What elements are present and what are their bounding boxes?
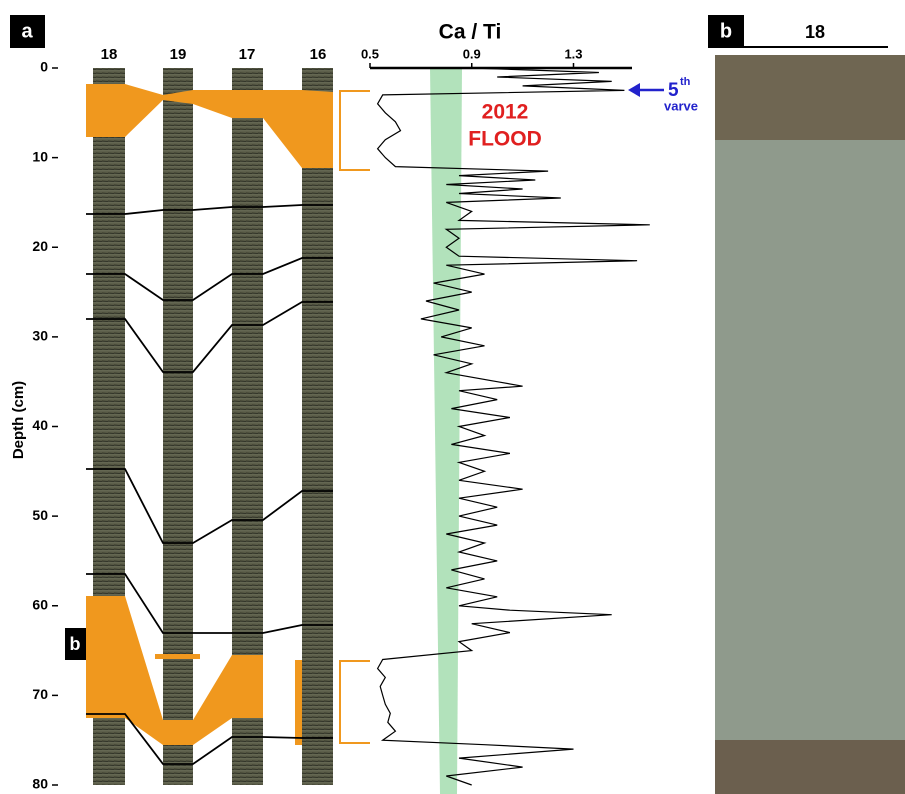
core-label: 18 (101, 46, 118, 63)
y-tick-label: 50 (32, 507, 48, 523)
panel-box (65, 628, 86, 660)
correlation-lines (86, 204, 333, 765)
y-tick-label: 30 (32, 328, 48, 344)
y-tick-label: 80 (32, 776, 48, 792)
flood-brackets (339, 90, 370, 744)
y-tick-label: 20 (32, 238, 48, 254)
panel-box (10, 15, 45, 48)
y-axis-label: Depth (cm) (10, 381, 27, 459)
x-tick-label: 1.3 (564, 46, 582, 61)
panel-label: b (720, 20, 732, 42)
core-label: 17 (239, 46, 256, 63)
y-tick-label: 70 (32, 686, 48, 702)
y-tick-label: 40 (32, 417, 48, 433)
annotation: 5 (668, 80, 679, 101)
green-band (430, 68, 462, 794)
x-tick-label: 0.5 (361, 46, 379, 61)
core (163, 68, 193, 785)
core-photo (715, 55, 905, 794)
flood-layers (86, 84, 333, 745)
y-tick-label: 0 (40, 59, 48, 75)
annotation: FLOOD (468, 128, 542, 151)
chart-title: Ca / Ti (439, 21, 502, 44)
ca-ti-line (376, 67, 650, 786)
x-tick-label: 0.9 (463, 46, 481, 61)
annotation: 2012 (482, 101, 529, 124)
panel-label: b (70, 634, 81, 654)
core-label: 18 (805, 22, 825, 42)
laminae (715, 740, 905, 794)
panel-box (708, 15, 744, 48)
annotation: th (680, 76, 691, 88)
laminae (715, 55, 905, 140)
panel-label: a (21, 20, 33, 42)
core-label: 19 (170, 46, 187, 63)
arrowhead (628, 83, 640, 97)
core (302, 68, 333, 785)
core-label: 16 (310, 46, 327, 63)
annotation: varve (664, 98, 698, 113)
y-tick-label: 60 (32, 596, 48, 612)
y-tick-label: 10 (32, 148, 48, 164)
